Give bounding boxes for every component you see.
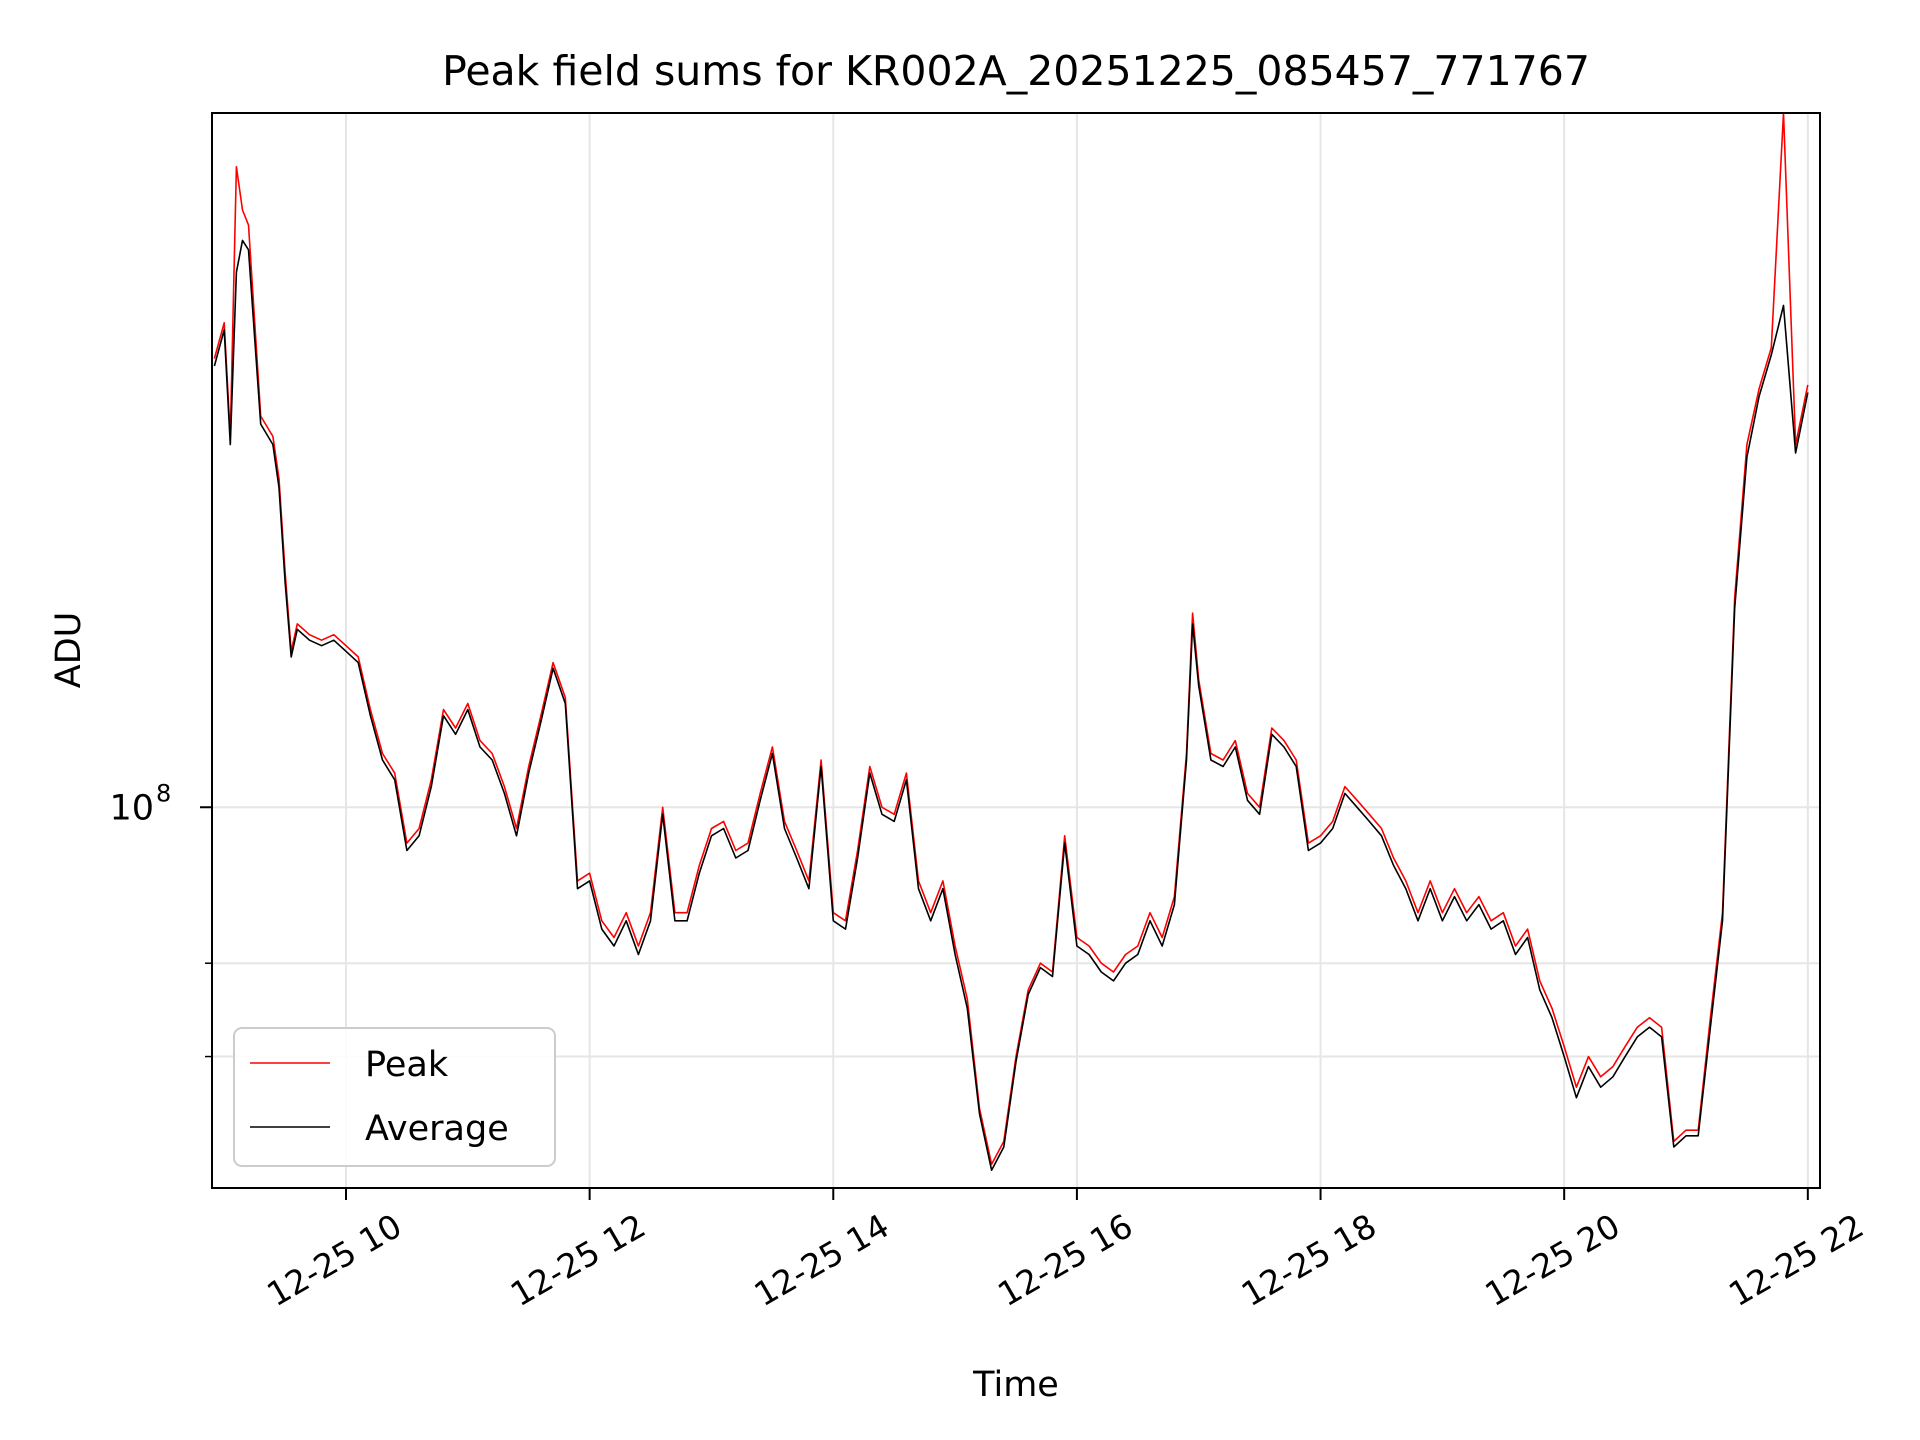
- x-tick-label: 12-25 10: [260, 1206, 408, 1314]
- plot-frame: [211, 112, 1821, 1189]
- x-tick-label: 12-25 16: [991, 1206, 1139, 1314]
- y-tick-label-base: 10: [109, 788, 154, 828]
- x-tick-label: 12-25 12: [504, 1206, 652, 1314]
- grid-lines: [212, 113, 1820, 1188]
- series-line-average: [213, 239, 1809, 1171]
- x-tick-label: 12-25 14: [748, 1206, 896, 1314]
- chart-title: Peak field sums for KR002A_20251225_0854…: [442, 47, 1590, 95]
- legend-peak-label: Peak: [365, 1045, 449, 1085]
- series-lines: [213, 113, 1809, 1171]
- x-tick-label: 12-25 22: [1722, 1206, 1870, 1314]
- series-line-peak: [213, 113, 1809, 1166]
- y-tick-label-exponent: 8: [156, 779, 171, 807]
- x-axis-label: Time: [972, 1365, 1059, 1405]
- legend: Peak Average: [233, 1027, 556, 1167]
- x-tick-label: 12-25 20: [1478, 1206, 1626, 1314]
- x-tick-label: 12-25 18: [1235, 1206, 1383, 1314]
- legend-average-label: Average: [365, 1109, 509, 1149]
- y-axis-label: ADU: [49, 612, 89, 689]
